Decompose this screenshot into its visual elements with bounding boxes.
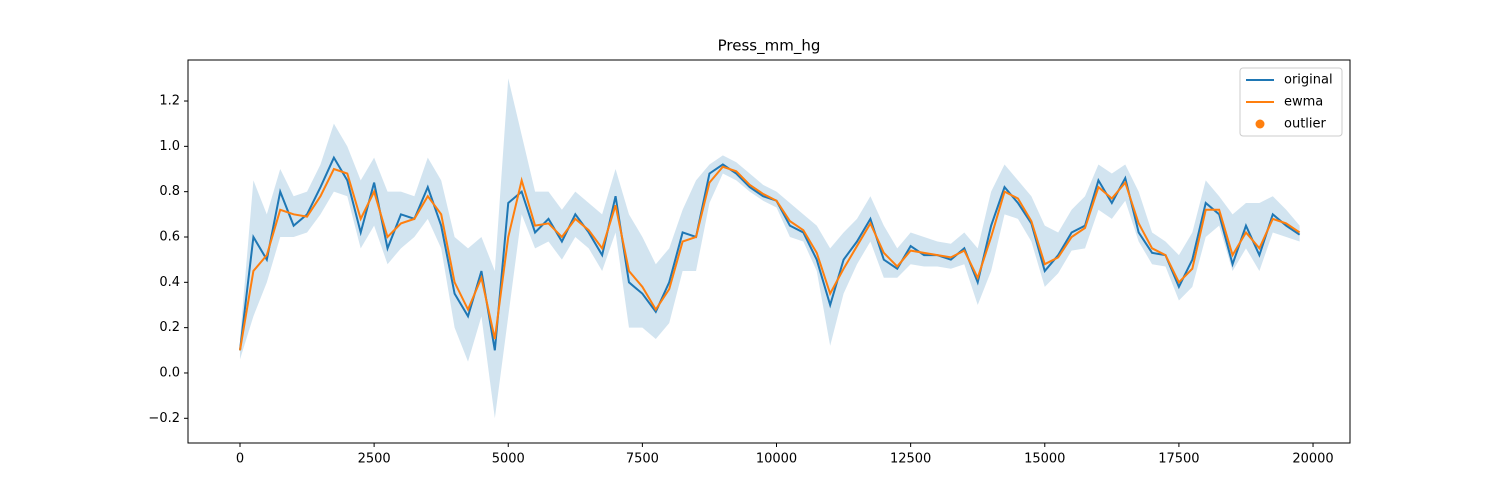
y-tick-label: 0.0 <box>159 365 180 380</box>
line-series <box>238 155 1301 351</box>
x-tick-label: 20000 <box>1292 452 1333 467</box>
plot-frame <box>187 59 1351 444</box>
y-tick-label: −0.2 <box>148 411 180 426</box>
x-tick-label: 15000 <box>1024 452 1065 467</box>
legend-swatch <box>1255 119 1265 129</box>
y-tick-label: 0.6 <box>159 229 180 244</box>
chart-title: Press_mm_hg <box>718 37 821 56</box>
legend-box <box>1239 67 1343 137</box>
x-tick-label: 5000 <box>492 452 525 467</box>
legend-label: outlier <box>1284 117 1327 132</box>
x-tick-label: 2500 <box>358 452 391 467</box>
y-tick-label: 0.8 <box>159 184 180 199</box>
confidence-band <box>239 78 1300 419</box>
y-tick-label: 1.2 <box>159 94 180 109</box>
x-tick-label: 17500 <box>1158 452 1199 467</box>
legend-label: original <box>1284 73 1333 88</box>
y-tick-label: 0.4 <box>159 275 180 290</box>
x-tick-label: 0 <box>236 452 244 467</box>
legend-label: ewma <box>1284 95 1323 110</box>
x-tick-label: 12500 <box>890 452 931 467</box>
y-tick-label: 1.0 <box>159 139 180 154</box>
y-tick-label: 0.2 <box>159 320 180 335</box>
line-series <box>239 165 1301 351</box>
x-tick-label: 10000 <box>756 452 797 467</box>
x-tick-label: 7500 <box>626 452 659 467</box>
